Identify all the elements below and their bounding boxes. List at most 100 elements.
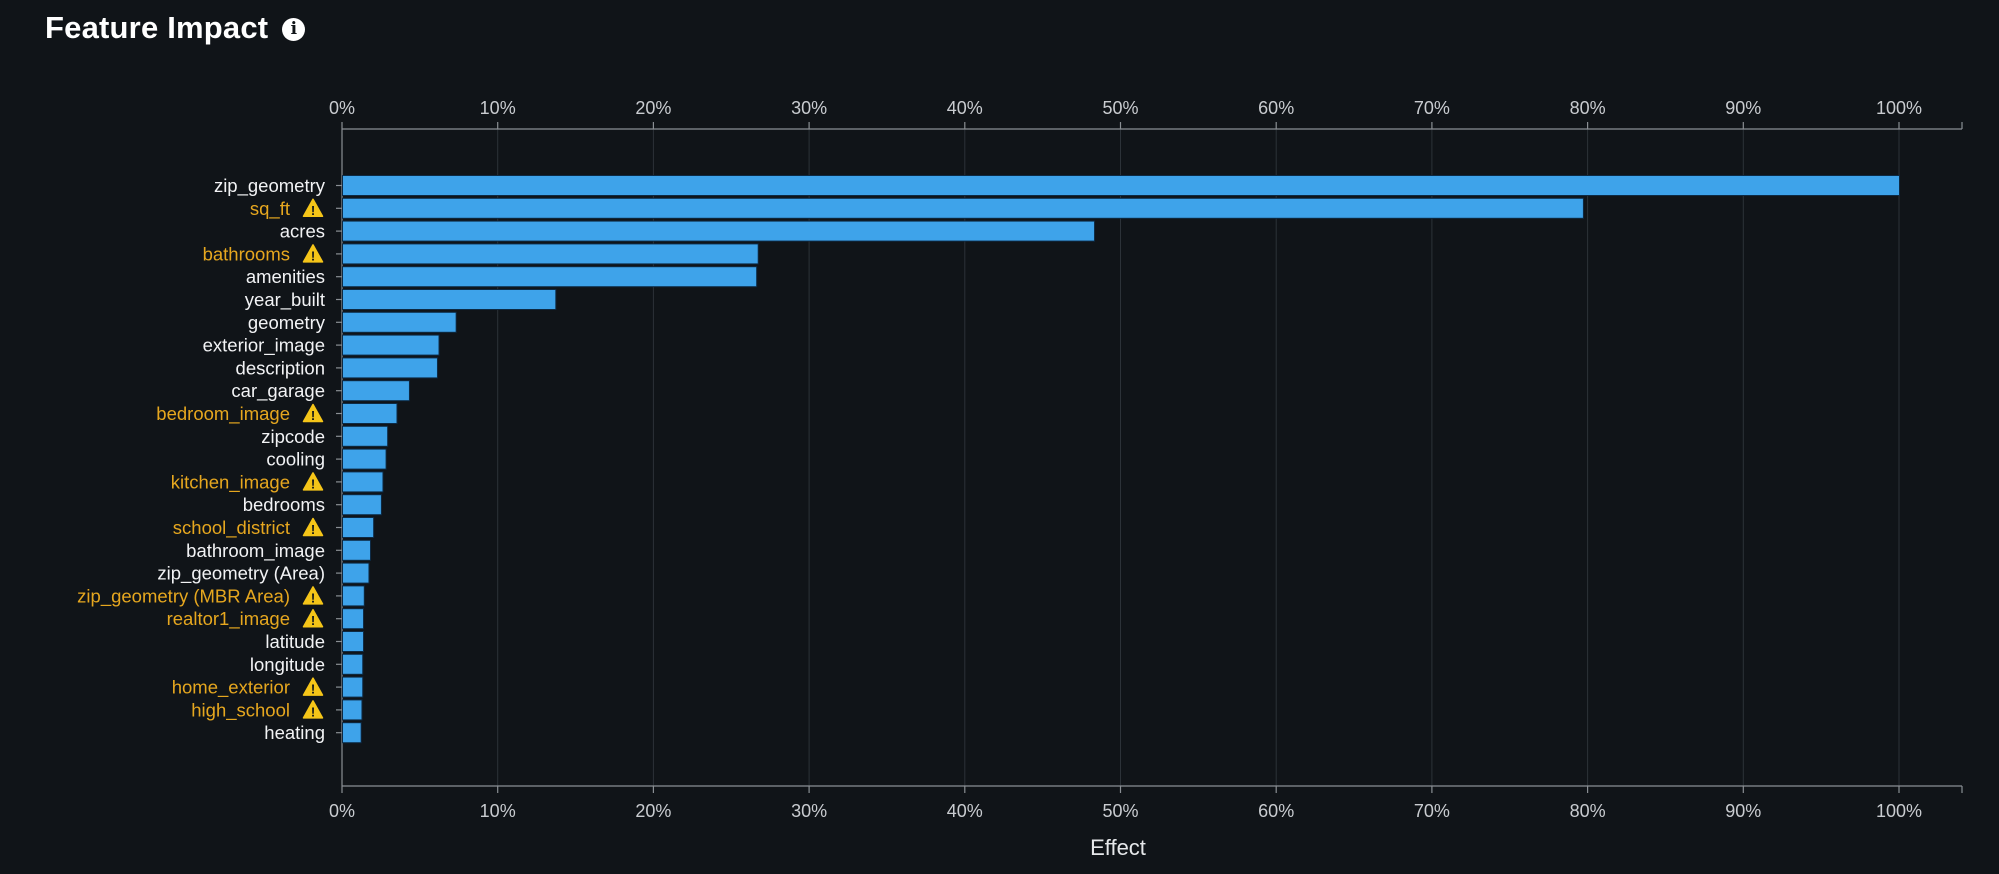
bottom-x-tick-label: 50%: [1102, 801, 1138, 821]
warning-icon: !: [302, 403, 324, 423]
feature-label: description: [236, 357, 325, 378]
feature-label: realtor1_image: [167, 608, 290, 630]
feature-label: high_school: [191, 699, 290, 721]
warning-icon-mark: !: [311, 203, 315, 218]
bar: [342, 699, 363, 721]
bottom-x-tick-label: 60%: [1258, 801, 1294, 821]
bar: [342, 425, 389, 447]
bottom-x-tick-label: 30%: [791, 801, 827, 821]
bar: [342, 608, 365, 630]
warning-icon-shape: [302, 198, 324, 218]
warning-icon-mark: !: [311, 408, 315, 423]
warning-icon: !: [302, 244, 324, 263]
warning-icon-shape: [302, 677, 324, 696]
feature-label: bedroom_image: [156, 403, 290, 425]
feature-label: latitude: [265, 631, 325, 652]
bar-layer: [342, 175, 1900, 744]
bar: [342, 334, 440, 356]
bar: [342, 243, 759, 265]
warning-icon: !: [302, 677, 324, 697]
bar: [342, 676, 364, 698]
bar: [342, 380, 410, 402]
feature-label: bathroom_image: [186, 540, 325, 562]
bottom-x-tick-label: 10%: [480, 801, 516, 821]
warning-icon-mark: !: [311, 248, 315, 263]
bottom-x-tick-label: 0%: [329, 801, 355, 821]
bar: [342, 631, 365, 652]
bar: [342, 266, 758, 288]
feature-label: bathrooms: [203, 243, 290, 264]
warning-icon: !: [302, 517, 324, 537]
bar: [342, 517, 375, 538]
feature-label: bedrooms: [243, 494, 325, 515]
bar: [342, 494, 382, 516]
feature-label: school_district: [173, 517, 290, 539]
warning-icon-mark: !: [311, 476, 315, 491]
feature-label: geometry: [248, 312, 326, 333]
top-x-tick-label: 70%: [1414, 98, 1450, 118]
warning-icon-shape: [302, 586, 324, 605]
bar: [342, 311, 457, 333]
bar: [342, 403, 398, 424]
warning-icon-mark: !: [311, 590, 315, 605]
top-x-tick-label: 10%: [480, 98, 516, 118]
feature-label: zip_geometry (MBR Area): [77, 585, 290, 607]
warning-icon: !: [302, 586, 324, 605]
top-x-tick-label: 60%: [1258, 98, 1294, 118]
feature-label: sq_ft: [250, 198, 290, 220]
x-axis-title: Effect: [1090, 835, 1146, 860]
feature-label: heating: [264, 722, 325, 743]
top-x-tick-label: 0%: [329, 98, 355, 118]
warning-icon-shape: [302, 403, 324, 423]
bottom-x-tick-label: 80%: [1570, 801, 1606, 821]
feature-label: car_garage: [231, 380, 325, 402]
warning-icon-mark: !: [311, 704, 315, 719]
warning-icon: !: [302, 700, 324, 719]
bar: [342, 289, 557, 310]
warning-icon-shape: [302, 472, 324, 491]
feature-label: acres: [280, 221, 325, 242]
feature-label: longitude: [250, 654, 325, 675]
feature-label: zip_geometry (Area): [157, 563, 325, 585]
bar: [342, 653, 364, 675]
info-icon[interactable]: i: [282, 18, 306, 41]
warning-icon-mark: !: [311, 522, 315, 537]
warning-icon-shape: [302, 244, 324, 263]
bottom-x-tick-label: 40%: [947, 801, 983, 821]
top-x-tick-label: 40%: [947, 98, 983, 118]
bar: [342, 448, 387, 470]
warning-icon-mark: !: [311, 613, 315, 628]
bar: [342, 562, 370, 584]
bar: [342, 722, 362, 744]
warning-icon-mark: !: [311, 682, 315, 697]
feature-label: exterior_image: [203, 335, 325, 357]
bar: [342, 175, 1900, 196]
top-x-tick-label: 30%: [791, 98, 827, 118]
feature-label: cooling: [266, 449, 325, 470]
feature-label: kitchen_image: [171, 471, 290, 493]
warning-icon: !: [302, 472, 324, 491]
bottom-x-tick-label: 90%: [1725, 801, 1761, 821]
bar: [342, 357, 438, 379]
feature-label: zipcode: [261, 426, 325, 447]
feature-label: zip_geometry: [214, 175, 326, 197]
chart-header: Feature Impact i: [45, 6, 306, 50]
bar: [342, 220, 1096, 242]
top-x-tick-label: 100%: [1876, 98, 1922, 118]
warning-icon-shape: [302, 608, 324, 628]
feature-label: home_exterior: [172, 677, 290, 699]
bar: [342, 471, 384, 493]
top-x-tick-label: 90%: [1725, 98, 1761, 118]
axis-layer: 0% 0% 10% 10% 20% 20% 30% 30% 40% 40% 50% 50% 60% 60%…: [329, 98, 1963, 821]
top-x-tick-label: 50%: [1102, 98, 1138, 118]
chart-title: Feature Impact: [45, 10, 269, 45]
bottom-x-tick-label: 100%: [1876, 801, 1922, 821]
bar: [342, 197, 1584, 219]
top-x-tick-label: 80%: [1570, 98, 1606, 118]
bottom-x-tick-label: 70%: [1414, 801, 1450, 821]
top-x-tick-label: 20%: [635, 98, 671, 118]
warning-icon-shape: [302, 517, 324, 537]
bottom-x-tick-label: 20%: [635, 801, 671, 821]
